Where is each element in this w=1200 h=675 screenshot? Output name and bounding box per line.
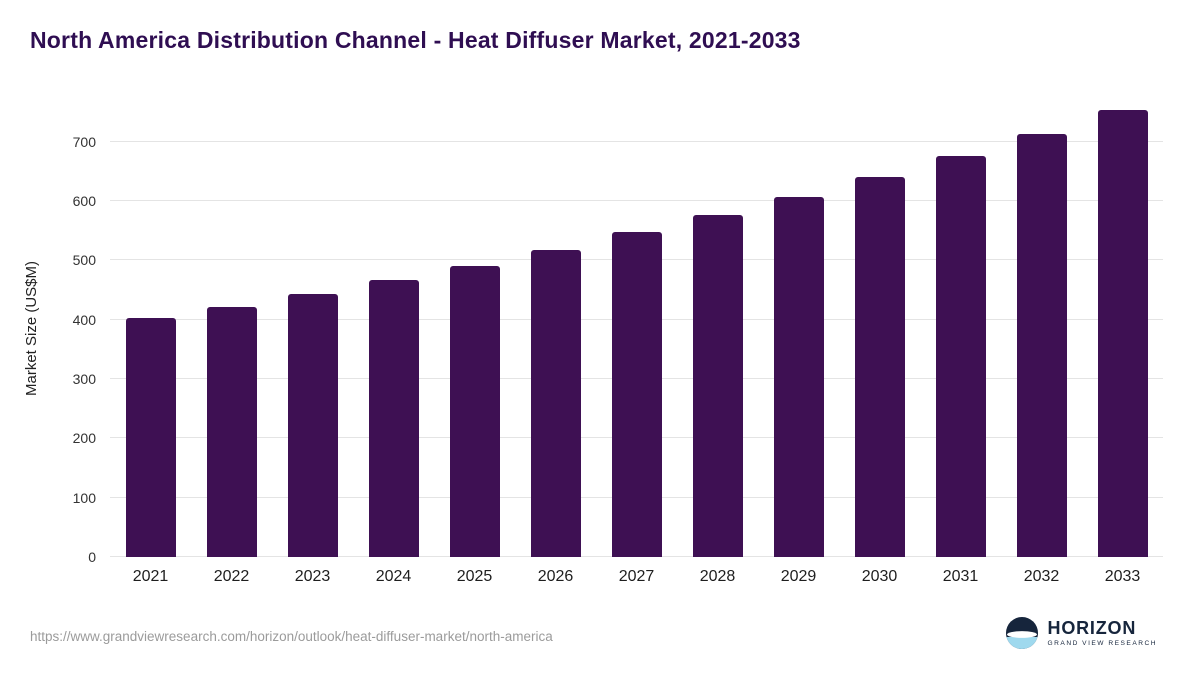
logo-subtitle: GRAND VIEW RESEARCH — [1047, 640, 1157, 647]
y-tick-label: 200 — [72, 430, 96, 447]
bar-slot — [1001, 100, 1082, 557]
bar-2032 — [1016, 134, 1067, 557]
bar-2026 — [530, 249, 581, 557]
bar-slot — [1082, 100, 1163, 557]
bar-slot — [191, 100, 272, 557]
bar-slot — [353, 100, 434, 557]
y-tick-label: 300 — [72, 370, 96, 387]
y-tick-label: 400 — [72, 311, 96, 328]
bar-slot — [758, 100, 839, 557]
plot-area — [110, 100, 1163, 557]
x-tick-label: 2027 — [618, 568, 655, 585]
bar-2028 — [692, 215, 743, 557]
bar-slot — [839, 100, 920, 557]
bar-2023 — [287, 294, 338, 557]
bar-slot — [596, 100, 677, 557]
y-tick-label: 700 — [72, 133, 96, 150]
bar-2031 — [935, 155, 986, 557]
source-url: https://www.grandviewresearch.com/horizo… — [30, 629, 553, 644]
x-tick-label: 2028 — [699, 568, 736, 585]
y-tick-label: 0 — [88, 549, 96, 565]
y-tick-label: 500 — [72, 252, 96, 269]
bar-slot — [272, 100, 353, 557]
bar-2024 — [368, 280, 419, 557]
x-tick-label: 2029 — [780, 568, 817, 585]
horizon-logo-icon — [1005, 617, 1038, 649]
x-tick-label: 2031 — [942, 568, 979, 585]
y-tick-label: 100 — [72, 489, 96, 506]
logo-text: HORIZON GRAND VIEW RESEARCH — [1048, 619, 1157, 647]
logo-title: HORIZON — [1047, 618, 1137, 638]
x-tick-label: 2022 — [213, 568, 250, 585]
bars-row — [110, 100, 1163, 557]
x-axis-labels: 2021 2022 2023 2024 2025 2026 2027 2028 2029 2030… — [110, 568, 1163, 586]
bar-slot — [434, 100, 515, 557]
horizon-logo: HORIZON GRAND VIEW RESEARCH — [1005, 616, 1157, 650]
y-tick-label: 600 — [72, 192, 96, 209]
bar-2030 — [854, 177, 905, 557]
bar-2033 — [1097, 110, 1148, 557]
bar-2029 — [773, 196, 824, 557]
bar-2021 — [125, 318, 176, 557]
x-tick-label: 2033 — [1104, 568, 1141, 585]
bar-slot — [677, 100, 758, 557]
bar-slot — [515, 100, 596, 557]
bar-2022 — [206, 307, 257, 557]
bar-slot — [110, 100, 191, 557]
x-tick-label: 2024 — [375, 568, 412, 585]
x-tick-label: 2023 — [294, 568, 331, 585]
x-tick-label: 2025 — [456, 568, 493, 585]
x-tick-label: 2030 — [861, 568, 898, 585]
bar-2027 — [611, 232, 662, 557]
bar-slot — [920, 100, 1001, 557]
x-tick-label: 2032 — [1023, 568, 1060, 585]
gridline — [110, 199, 1163, 201]
chart-title: North America Distribution Channel - Hea… — [30, 27, 801, 53]
x-tick-label: 2021 — [132, 568, 169, 585]
bar-2025 — [449, 265, 500, 557]
x-tick-label: 2026 — [537, 568, 574, 585]
gridline — [110, 140, 1163, 142]
y-axis-ticks: 0 100 200 300 400 500 600 700 — [0, 100, 96, 565]
